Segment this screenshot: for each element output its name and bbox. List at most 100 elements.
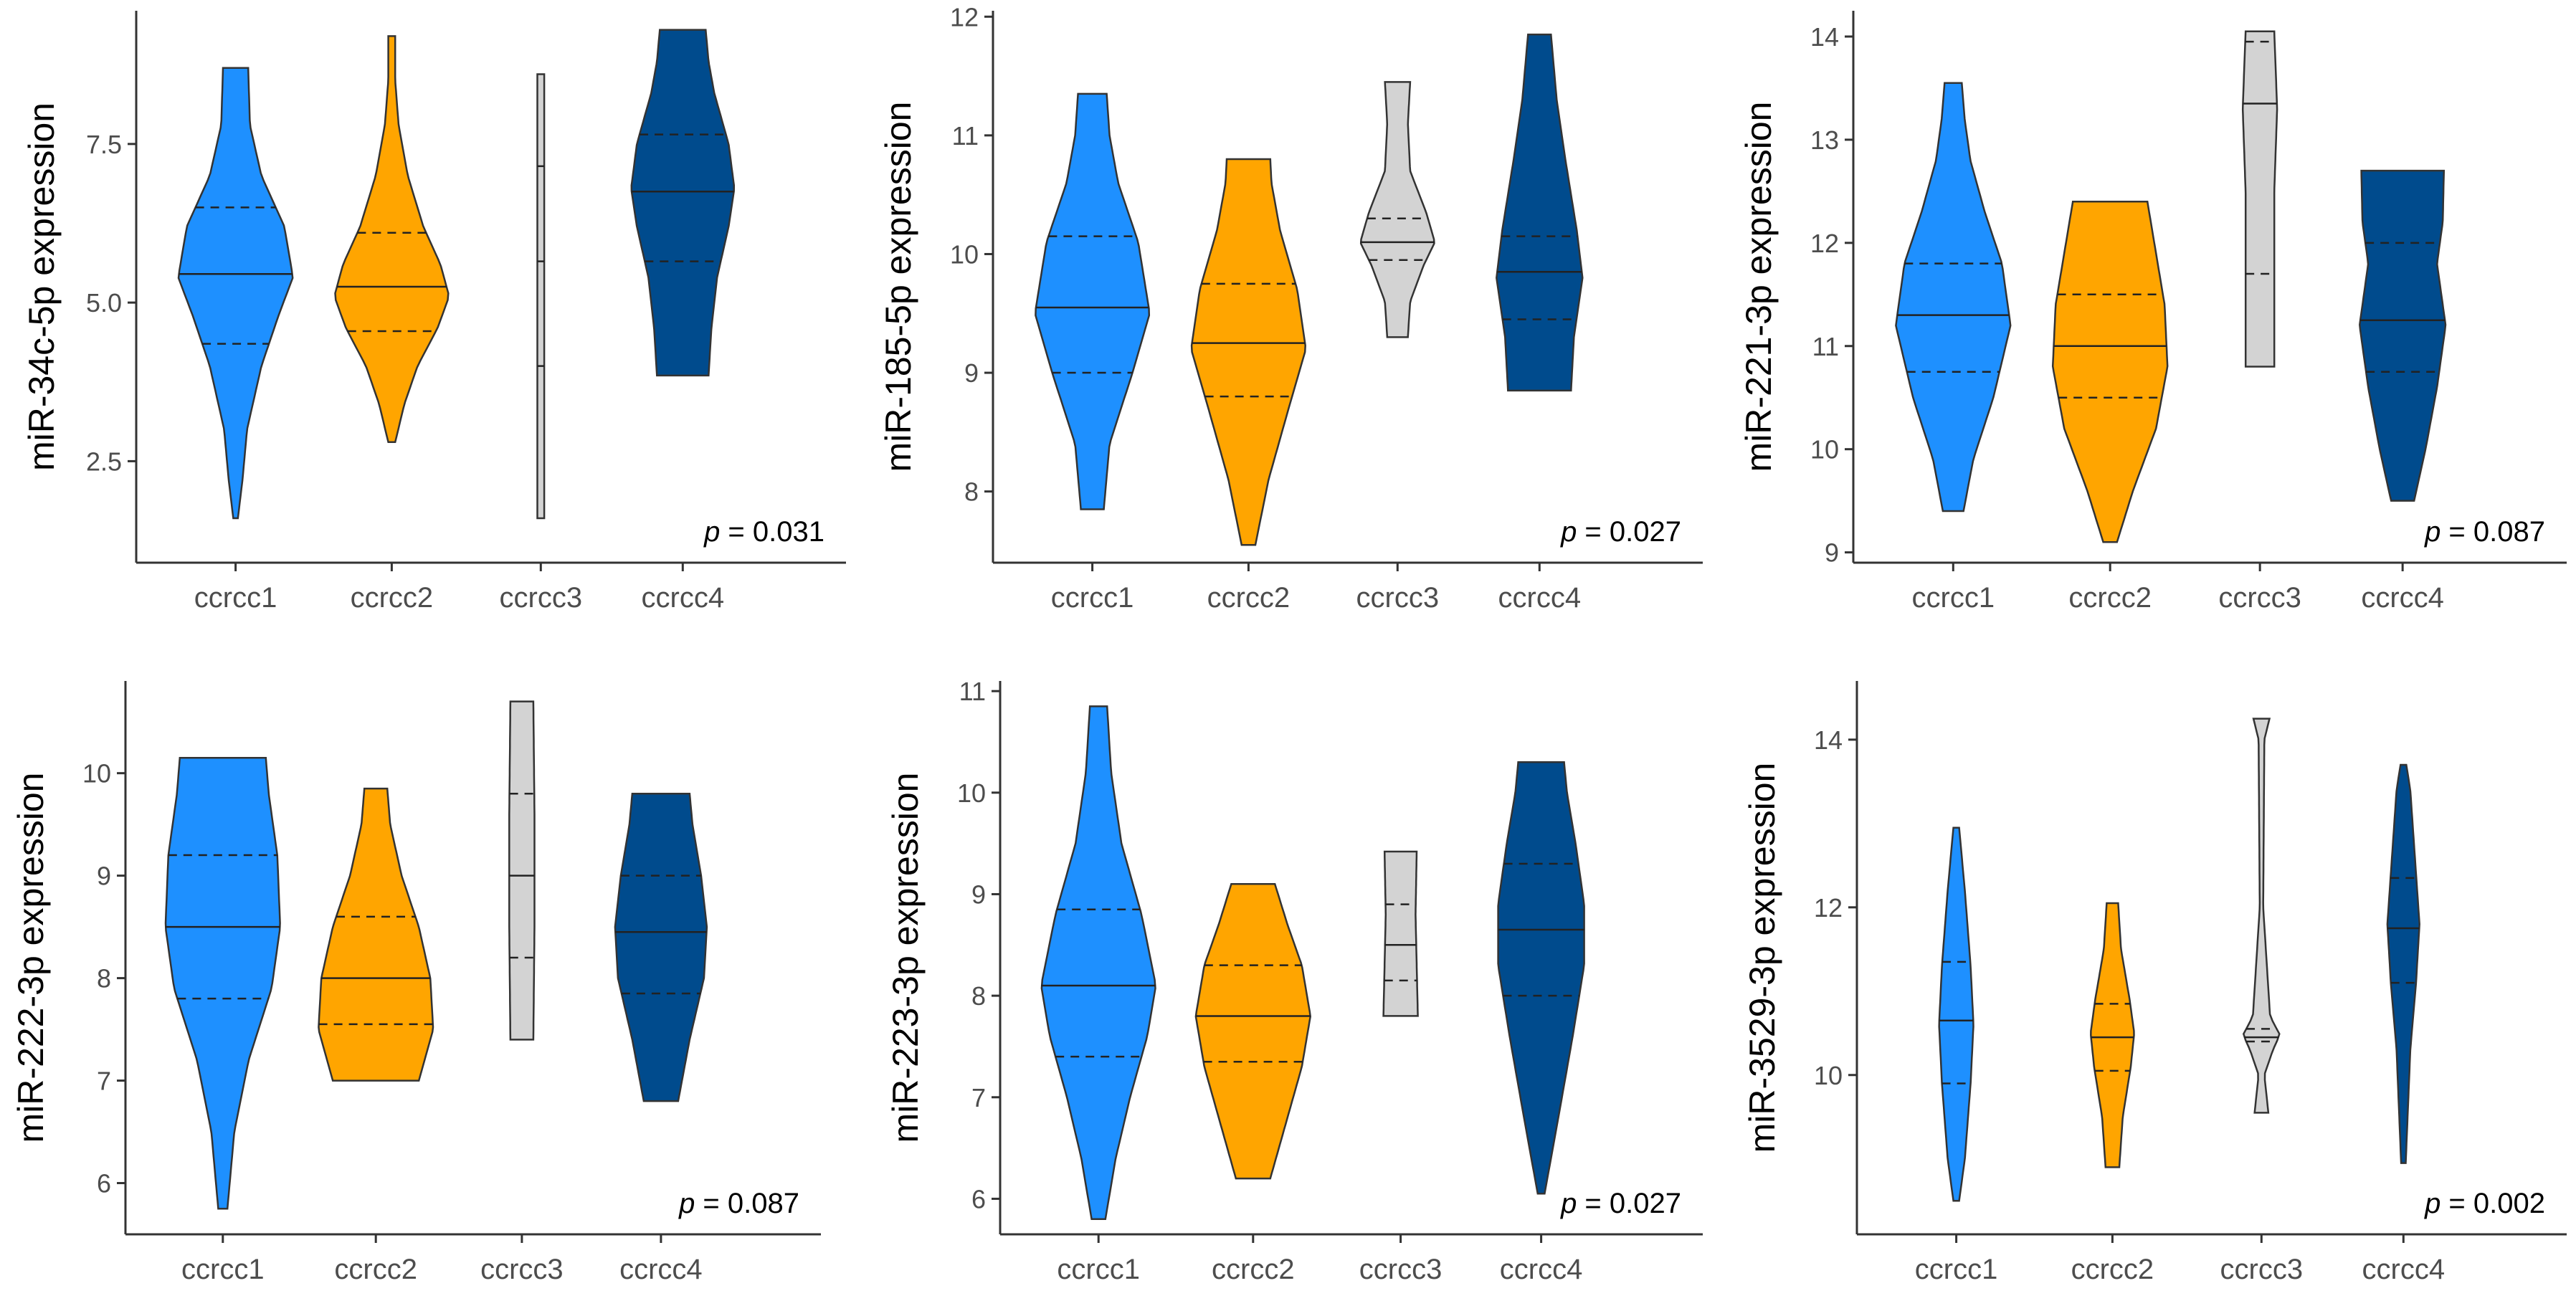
x-tick-label: ccrcc2 — [1207, 582, 1291, 614]
p-symbol: p — [678, 1188, 695, 1219]
y-tick-label: 14 — [1810, 22, 1839, 52]
x-tick-label: ccrcc3 — [2218, 582, 2301, 614]
panel-1: 2.5 5.0 7.5 miR-34c-5p expression ccrcc1 ccrc… — [22, 11, 846, 614]
panel-5: 6 7 8 9 10 11 miR-223-3p expression ccrcc1 ccrcc… — [885, 677, 1703, 1285]
violin-ccrcc4 — [614, 793, 708, 1102]
y-tick-label: 10 — [82, 759, 111, 788]
y-axis-label: miR-222-3p expression — [11, 773, 51, 1143]
p-symbol: p — [2424, 516, 2440, 548]
violin-ccrcc3 — [536, 73, 546, 520]
p-symbol: p — [703, 516, 720, 548]
panels: 2.5 5.0 7.5 miR-34c-5p expression ccrcc1 ccrc… — [11, 2, 2567, 1285]
y-tick-label: 7.5 — [86, 130, 122, 159]
violin-ccrcc3 — [2242, 718, 2281, 1114]
y-tick-label: 8 — [964, 477, 979, 507]
x-tick-label: ccrcc3 — [1359, 1254, 1443, 1285]
x-tick-label: ccrcc2 — [2071, 1254, 2154, 1285]
x-tick-label: ccrcc2 — [334, 1254, 417, 1285]
p-symbol: p — [1560, 516, 1577, 548]
p-value-label: p = 0.087 — [678, 1188, 799, 1219]
y-tick-label: 13 — [1810, 125, 1839, 155]
p-value-label: p = 0.027 — [1560, 1188, 1681, 1219]
panel-6: 10 12 14 miR-3529-3p expression ccrcc1 ccrcc2… — [1742, 681, 2567, 1285]
p-value-text: = 0.087 — [2440, 516, 2545, 548]
x-tick-label: ccrcc1 — [194, 582, 277, 614]
p-value-text: = 0.087 — [695, 1188, 799, 1219]
violin-ccrcc2 — [1190, 158, 1306, 546]
violin-ccrcc4 — [1497, 761, 1585, 1195]
p-value-text: = 0.027 — [1577, 516, 1681, 548]
x-tick-label: ccrcc1 — [1915, 1254, 1998, 1285]
x-tick-label: ccrcc4 — [1500, 1254, 1583, 1285]
panel-2: 8 9 10 11 12 miR-185-5p expression ccrcc1 ccrcc… — [878, 2, 1703, 614]
y-tick-label: 12 — [1814, 893, 1843, 923]
x-tick-label: ccrcc1 — [1057, 1254, 1140, 1285]
y-tick-label: 11 — [952, 121, 979, 151]
p-value-label: p = 0.002 — [2424, 1188, 2545, 1219]
y-tick-label: 10 — [957, 778, 986, 808]
violin-ccrcc3 — [2241, 30, 2278, 368]
y-tick-label: 10 — [950, 239, 979, 269]
y-axis-label: miR-223-3p expression — [885, 773, 926, 1143]
violin-ccrcc4 — [2386, 763, 2420, 1164]
y-tick-label: 7 — [97, 1067, 111, 1096]
p-value-label: p = 0.027 — [1560, 516, 1681, 548]
x-tick-label: ccrcc3 — [1356, 582, 1440, 614]
y-tick-label: 10 — [1810, 435, 1839, 464]
y-tick-label: 2.5 — [86, 447, 122, 476]
y-tick-label: 6 — [971, 1184, 986, 1214]
y-tick-label: 12 — [1810, 229, 1839, 258]
violin-ccrcc4 — [2359, 169, 2447, 502]
p-value-text: = 0.002 — [2440, 1188, 2545, 1219]
y-tick-label: 7 — [971, 1083, 986, 1112]
p-value-text: = 0.031 — [720, 516, 824, 548]
y-axis-label: miR-3529-3p expression — [1742, 763, 1782, 1153]
violin-ccrcc1 — [1035, 92, 1151, 510]
y-tick-label: 8 — [97, 964, 111, 993]
p-symbol: p — [2424, 1188, 2440, 1219]
x-tick-label: ccrcc4 — [2361, 582, 2444, 614]
violin-ccrcc1 — [177, 67, 294, 520]
violin-ccrcc2 — [2090, 902, 2135, 1168]
violin-ccrcc4 — [1496, 33, 1584, 392]
x-tick-label: ccrcc3 — [2220, 1254, 2304, 1285]
panel-4: 6 7 8 9 10 miR-222-3p expression ccrcc1 ccrcc2 c… — [11, 681, 821, 1285]
x-tick-label: ccrcc4 — [2362, 1254, 2446, 1285]
x-tick-label: ccrcc1 — [1912, 582, 1995, 614]
x-tick-label: ccrcc3 — [500, 582, 583, 614]
x-tick-label: ccrcc2 — [351, 582, 434, 614]
y-tick-label: 5.0 — [86, 288, 122, 318]
p-symbol: p — [1560, 1188, 1577, 1219]
y-tick-label: 8 — [971, 981, 986, 1011]
y-tick-label: 14 — [1814, 725, 1843, 755]
x-tick-label: ccrcc3 — [480, 1254, 564, 1285]
y-tick-label: 6 — [97, 1169, 111, 1198]
x-tick-label: ccrcc2 — [1212, 1254, 1295, 1285]
violin-ccrcc3 — [508, 700, 536, 1041]
y-tick-label: 11 — [959, 677, 986, 706]
violin-ccrcc2 — [1194, 883, 1311, 1180]
x-tick-label: ccrcc4 — [619, 1254, 703, 1285]
y-tick-label: 9 — [1825, 538, 1839, 568]
x-tick-label: ccrcc1 — [181, 1254, 265, 1285]
x-tick-label: ccrcc2 — [2068, 582, 2152, 614]
violin-ccrcc1 — [164, 756, 281, 1210]
violin-ccrcc1 — [1895, 82, 2012, 513]
violin-ccrcc2 — [318, 787, 434, 1082]
violin-ccrcc3 — [1382, 850, 1419, 1017]
y-tick-label: 10 — [1814, 1061, 1843, 1090]
violin-ccrcc1 — [1938, 826, 1974, 1202]
x-tick-label: ccrcc4 — [1498, 582, 1582, 614]
panel-3: 9 10 11 12 13 14 miR-221-3p expression ccrcc1 cc… — [1739, 11, 2567, 614]
y-tick-label: 9 — [971, 880, 986, 909]
violin-ccrcc2 — [2051, 201, 2169, 543]
x-tick-label: ccrcc4 — [642, 582, 725, 614]
y-axis-label: miR-221-3p expression — [1739, 102, 1779, 472]
violin-ccrcc3 — [1359, 81, 1435, 338]
violin-ccrcc2 — [334, 35, 450, 444]
y-axis-label: miR-185-5p expression — [878, 102, 918, 472]
y-tick-label: 11 — [1812, 332, 1839, 361]
y-axis-label: miR-34c-5p expression — [22, 103, 62, 471]
x-tick-label: ccrcc1 — [1051, 582, 1134, 614]
